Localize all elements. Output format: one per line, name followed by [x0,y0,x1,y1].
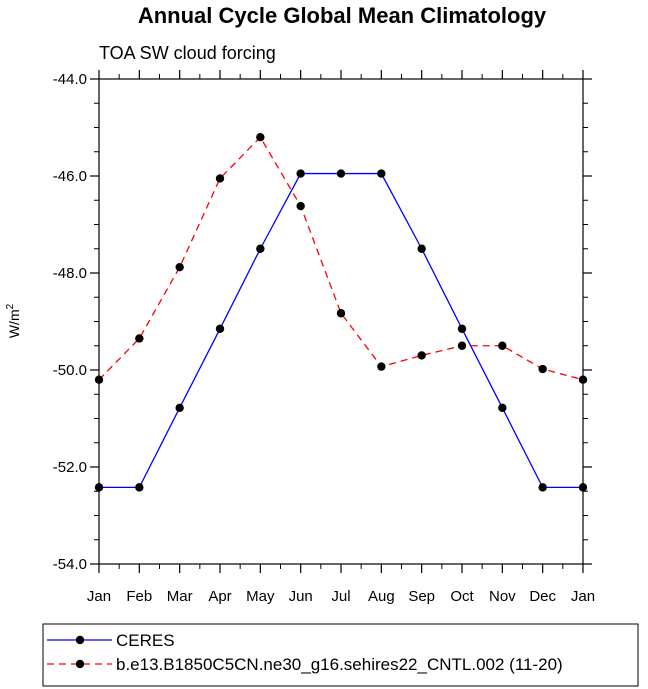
x-tick-label: Dec [529,588,556,605]
x-tick-label: Jan [571,588,595,605]
series-2-point [417,351,426,360]
series-2-point [578,375,588,384]
y-tick-labels: -54.0 -52.0 -50.0 -48.0 -46.0 -44.0 [53,71,87,573]
x-tick-label: Sep [408,588,435,605]
x-tick-label: May [246,588,275,605]
series-1-point [94,483,104,492]
series-1-point [498,403,507,413]
series-line-1 [99,172,583,489]
series-2-point [175,262,184,272]
series-1-point [296,169,305,178]
chart-title: Annual Cycle Global Mean Climatology [138,3,547,28]
x-tick-label: Jul [331,588,350,605]
series-1-point [336,169,346,178]
legend-entry-1: CERES [116,631,175,650]
series-1-point [538,483,547,492]
series-2-point [256,133,265,142]
series-2-point [94,375,104,384]
x-tick-labels: Jan Feb Mar Apr May Jun Jul Aug Sep Oct Nov Dec Jan [87,588,595,605]
y-axis-label-unit: W/m [6,309,22,338]
series-1-point [417,244,426,253]
legend-swatch-marker-2 [75,659,85,669]
x-tick-label: Jan [87,588,111,605]
series-1-point [377,169,386,178]
series-1-point [256,244,265,253]
chart-subtitle: TOA SW cloud forcing [99,43,276,63]
plot-frame [98,78,584,565]
legend: CERES b.e13.B1850C5CN.ne30_g16.sehires22_… [47,631,563,674]
series-2-point [135,334,144,343]
x-tick-label: Mar [167,588,193,605]
ticks-layer [90,70,592,573]
y-tick-label: -44.0 [53,71,87,88]
x-tick-label: Aug [368,588,395,605]
y-axis-label: W/m2 [5,303,22,338]
series-1-point [175,403,184,413]
x-tick-label: Nov [489,588,516,605]
y-tick-label: -48.0 [53,265,87,282]
series-layer [94,133,588,492]
series-2-point [457,341,467,350]
legend-entry-2: b.e13.B1850C5CN.ne30_g16.sehires22_CNTL.… [116,655,563,674]
series-1-point [457,324,467,333]
x-tick-label: Jun [289,588,313,605]
x-tick-label: Feb [126,588,152,605]
y-tick-label: -52.0 [53,459,87,476]
y-tick-label: -50.0 [53,362,87,379]
series-1-point [135,483,144,492]
x-tick-label: Oct [450,588,474,605]
legend-box [42,623,639,687]
y-tick-label: -54.0 [53,556,87,573]
series-2-point [538,364,547,374]
y-tick-label: -46.0 [53,168,87,185]
legend-swatch-marker-1 [75,635,85,645]
series-2-point [498,341,507,350]
series-1-point [578,483,588,492]
x-tick-label: Apr [208,588,231,605]
series-2-point [215,174,225,183]
series-2-point [336,309,346,318]
y-axis-label-superscript: 2 [5,303,16,309]
series-1-point [215,324,225,333]
series-2-point [296,201,305,211]
series-2-point [377,362,386,371]
